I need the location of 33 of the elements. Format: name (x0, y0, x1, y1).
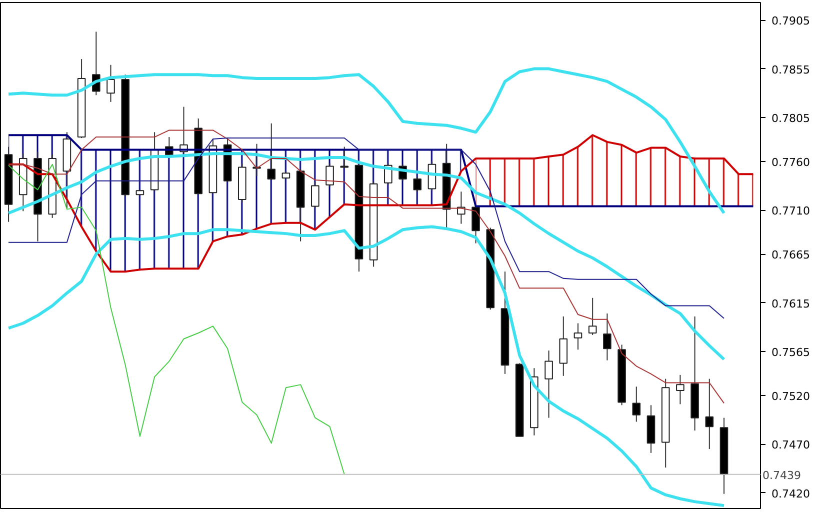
candlestick (457, 191, 466, 224)
ref-line-label: 0.7439 (762, 468, 801, 482)
y-tick-label: 0.7805 (772, 112, 810, 126)
candlestick (574, 322, 582, 350)
line-series (7, 67, 726, 215)
candlestick (544, 350, 553, 418)
y-tick-label: 0.7855 (772, 63, 810, 76)
line-series (8, 164, 345, 475)
y-tick-label: 0.7710 (772, 204, 810, 218)
y-tick-label: 0.7665 (772, 248, 810, 262)
candlestick (106, 64, 115, 102)
candlestick (705, 378, 714, 450)
y-tick-label: 0.7760 (772, 156, 810, 169)
y-tick-label: 0.7905 (772, 14, 810, 28)
candlestick (311, 181, 320, 209)
candlestick (603, 313, 612, 361)
candlestick (326, 162, 334, 188)
line-series (7, 152, 726, 361)
candlestick (267, 122, 276, 180)
line-series (8, 134, 754, 273)
line-series (8, 130, 724, 404)
y-tick-label: 0.7420 (772, 487, 810, 500)
candlestick (632, 386, 641, 422)
candlestick (340, 146, 349, 169)
y-tick-label: 0.7615 (772, 297, 810, 310)
candlestick (413, 176, 422, 192)
y-tick-label: 0.7520 (772, 390, 810, 403)
line-series (8, 138, 724, 319)
candlestick (676, 374, 684, 405)
candlestick (588, 297, 597, 336)
y-tick-label: 0.7470 (772, 438, 810, 452)
line-series (7, 225, 726, 508)
y-tick-label: 0.7565 (772, 346, 810, 360)
